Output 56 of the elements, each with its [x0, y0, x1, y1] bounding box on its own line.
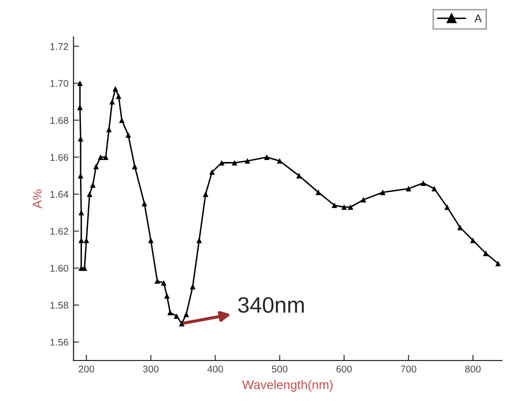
point [444, 204, 450, 210]
legend-label: A [474, 14, 482, 22]
point [164, 293, 170, 299]
x-tick-label: 200 [78, 366, 94, 372]
point [360, 196, 366, 202]
x-tick-label: 800 [465, 366, 481, 372]
point [420, 180, 426, 186]
point [348, 204, 354, 210]
point [102, 154, 109, 160]
y-tick-label: 1.58 [50, 302, 68, 309]
point [244, 158, 250, 164]
point [202, 191, 208, 197]
point [406, 186, 412, 192]
point [457, 224, 463, 230]
y-tick-label: 1.66 [50, 154, 68, 161]
y-tick-label: 1.60 [50, 264, 68, 272]
y-tick-label: 1.70 [50, 80, 68, 87]
point [341, 204, 347, 210]
point [154, 278, 160, 284]
y-tick-label: 1.64 [50, 190, 68, 198]
point [183, 312, 190, 318]
x-tick-label: 600 [336, 366, 352, 372]
point [264, 154, 270, 160]
point [98, 154, 104, 160]
point [86, 191, 92, 197]
point [316, 190, 322, 196]
point [483, 250, 489, 256]
x-axis-title: Wavelength(nm) [242, 380, 333, 392]
y-axis-title: A% [32, 190, 42, 208]
y-tick-label: 1.56 [50, 338, 68, 346]
y-tick-label: 1.68 [50, 116, 68, 124]
point [232, 160, 238, 166]
point [132, 164, 138, 170]
point [495, 260, 501, 266]
point [380, 190, 386, 196]
point [125, 132, 132, 138]
y-tick-label: 1.62 [50, 228, 68, 235]
point [116, 93, 122, 99]
point [296, 172, 302, 178]
annotation: 340nm [238, 297, 304, 313]
point [209, 169, 215, 175]
x-tick-label: 400 [207, 366, 223, 372]
x-tick-label: 700 [400, 366, 416, 372]
x-tick-label: 300 [143, 366, 159, 372]
point [470, 238, 476, 244]
point [160, 280, 166, 286]
point [174, 313, 180, 319]
point [332, 202, 338, 208]
point [432, 186, 438, 192]
point [77, 80, 83, 86]
point [148, 238, 154, 244]
x-tick-label: 500 [272, 366, 288, 372]
point [178, 320, 185, 326]
point [109, 98, 115, 105]
point [190, 284, 196, 290]
y-tick-label: 1.72 [50, 43, 68, 50]
